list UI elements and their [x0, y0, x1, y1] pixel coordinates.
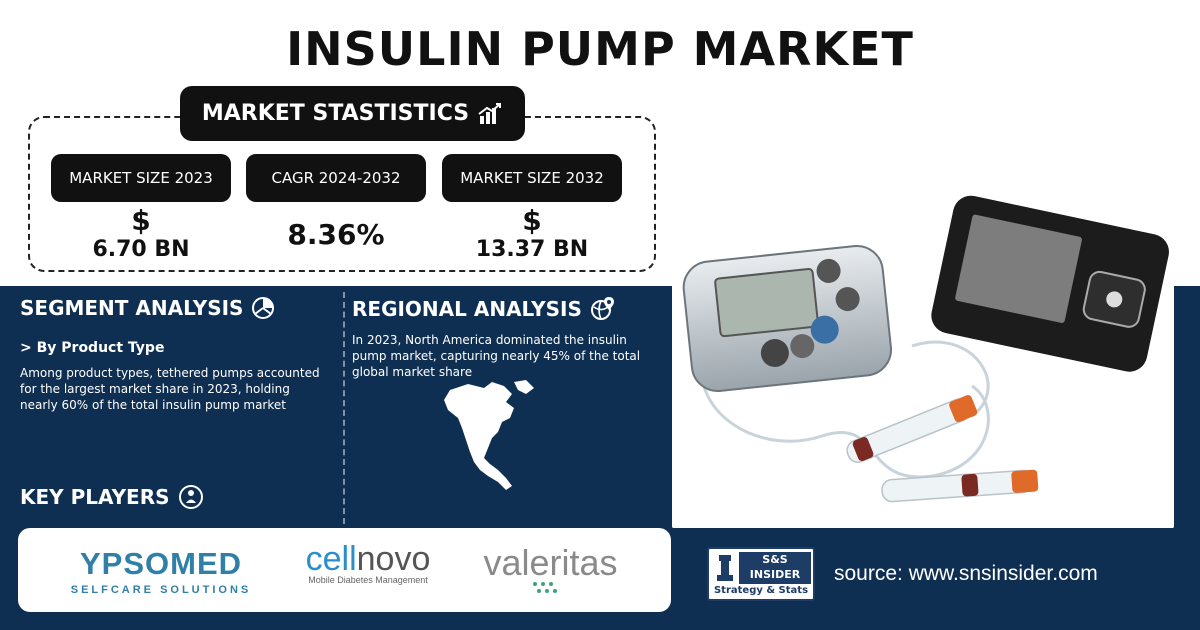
chart-icon: [478, 102, 502, 124]
insulin-pump-illustration: [672, 156, 1174, 528]
sns-insider-name: S&S INSIDER: [739, 552, 811, 584]
chess-piece-icon: [717, 555, 733, 581]
key-players-logos: YPSOMED SELFCARE SOLUTIONS cellnovo Mobi…: [18, 528, 671, 612]
segment-text: Among product types, tethered pumps acco…: [20, 366, 320, 412]
valeritas-dots-icon: [532, 582, 557, 593]
cellnovo-logo: cellnovo Mobile Diabetes Management: [288, 540, 448, 585]
regional-heading: REGIONAL ANALYSIS: [352, 296, 616, 322]
cellnovo-wordmark-a: cell: [305, 540, 357, 578]
stat-number: 13.37 BN: [475, 237, 589, 262]
sns-insider-tagline: Strategy & Stats: [713, 585, 809, 596]
stat-value-size-2032: $ 13.37 BN: [442, 206, 622, 264]
cellnovo-wordmark-b: novo: [356, 540, 431, 578]
page-title: INSULIN PUMP MARKET: [286, 22, 914, 76]
globe-pin-icon: [590, 297, 614, 320]
statistics-heading-label: MARKET STASTISTICS: [201, 101, 470, 126]
regional-text: In 2023, North America dominated the ins…: [352, 333, 641, 379]
valeritas-wordmark: valeritas: [483, 542, 618, 583]
key-players-heading-label: KEY PLAYERS: [20, 485, 170, 509]
stat-label-size-2032: MARKET SIZE 2032: [442, 154, 622, 202]
cellnovo-wordmark: cellnovo: [288, 540, 448, 579]
key-players-heading: KEY PLAYERS: [20, 484, 204, 510]
ypsomed-wordmark: YPSOMED: [79, 546, 243, 581]
sns-insider-logo: S&S INSIDER Strategy & Stats: [707, 547, 815, 601]
currency-symbol: $: [131, 204, 151, 237]
ypsomed-tagline: SELFCARE SOLUTIONS: [70, 584, 252, 596]
valeritas-logo: valeritas: [473, 542, 628, 596]
segment-subheading: > By Product Type: [20, 340, 165, 356]
source-text: source: www.snsinsider.com: [834, 562, 1098, 585]
ypsomed-logo: YPSOMED SELFCARE SOLUTIONS: [66, 546, 256, 596]
currency-symbol: $: [522, 204, 542, 237]
segment-heading: SEGMENT ANALYSIS: [20, 296, 275, 320]
stat-value-cagr: 8.36%: [287, 218, 385, 251]
segment-pie-icon: [252, 297, 275, 319]
statistics-heading: MARKET STASTISTICS: [180, 86, 525, 141]
player-icon: [178, 485, 203, 509]
product-photo: [672, 156, 1174, 528]
stat-label-size-2023: MARKET SIZE 2023: [51, 154, 231, 202]
panel-divider: [343, 292, 345, 524]
stat-number: 6.70 BN: [92, 237, 190, 262]
stat-value-size-2023: $ 6.70 BN: [51, 206, 231, 264]
north-america-map-icon: [444, 380, 534, 490]
stat-label-cagr: CAGR 2024-2032: [246, 154, 426, 202]
cellnovo-tagline: Mobile Diabetes Management: [308, 575, 428, 585]
regional-heading-label: REGIONAL ANALYSIS: [352, 297, 582, 321]
segment-heading-label: SEGMENT ANALYSIS: [20, 296, 244, 320]
